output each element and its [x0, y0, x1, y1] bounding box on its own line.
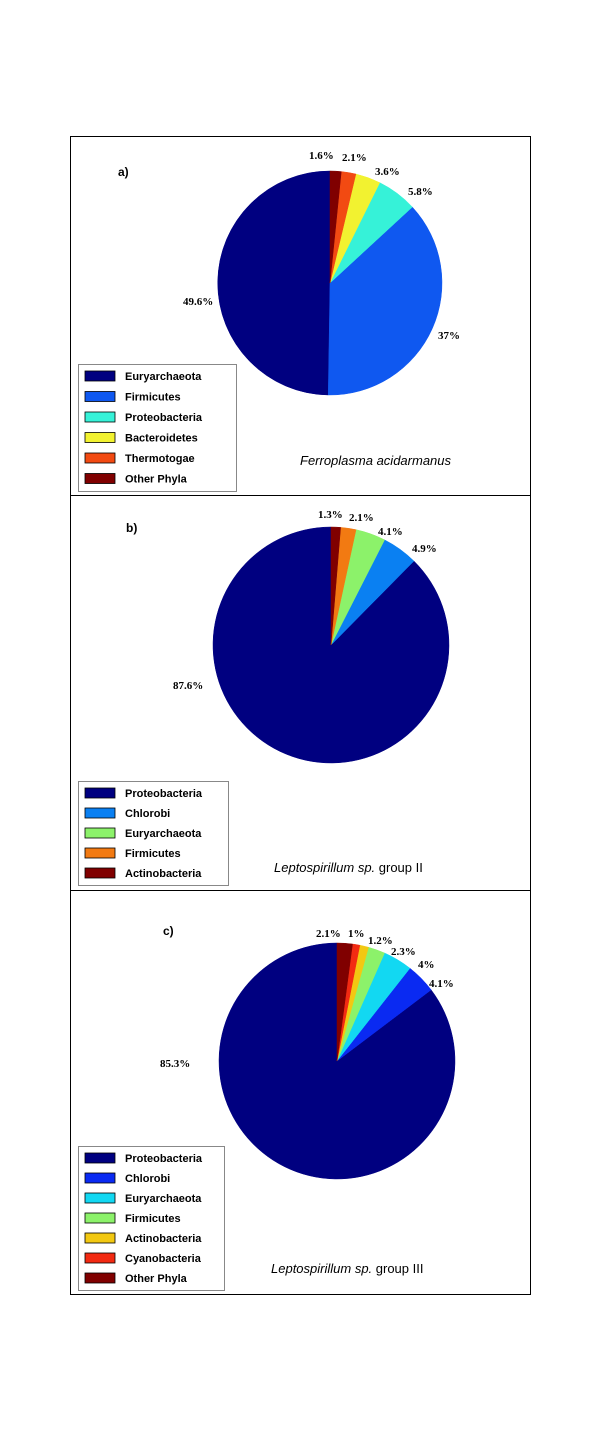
pie-label: 1.3% — [318, 509, 343, 521]
caption-rest: group III — [372, 1261, 423, 1276]
pie-slice-euryarchaeota — [217, 170, 331, 396]
legend-swatch — [84, 847, 116, 859]
caption-italic: Leptospirillum sp. — [271, 1261, 372, 1276]
legend-label: Proteobacteria — [125, 412, 203, 424]
panel-letter: b) — [126, 521, 137, 535]
legend: Euryarchaeota Firmicutes Proteobacteria Bac… — [78, 364, 237, 492]
pie-label: 2.1% — [342, 152, 367, 164]
legend-label: Euryarchaeota — [125, 371, 202, 383]
pie-label: 4.9% — [412, 543, 437, 555]
legend-swatch — [84, 1232, 116, 1244]
caption: Ferroplasma acidarmanus — [300, 453, 452, 468]
legend-label: Euryarchaeota — [125, 828, 202, 840]
caption-rest: group II — [375, 860, 423, 875]
legend: Proteobacteria Chlorobi Euryarchaeota Firmi… — [78, 781, 229, 886]
pie-label: 87.6% — [173, 680, 203, 692]
pie-slices — [218, 942, 456, 1180]
legend-swatch — [84, 391, 116, 402]
legend-label: Actinobacteria — [125, 868, 202, 880]
legend-box — [78, 364, 237, 492]
pie-label: 85.3% — [160, 1058, 190, 1070]
pie-label: 1.6% — [309, 150, 334, 162]
legend-label: Firmicutes — [125, 1213, 181, 1225]
panel-b: 87.6% 4.9% 4.1% 2.1% 1.3% b) Proteobacteria C… — [78, 509, 450, 886]
pie-labels: 87.6% 4.9% 4.1% 2.1% 1.3% — [173, 509, 437, 692]
legend-swatch — [84, 1272, 116, 1284]
pie-label: 4% — [418, 959, 435, 971]
legend: Proteobacteria Chlorobi Euryarchaeota Firmi… — [78, 1146, 225, 1291]
legend-swatch — [84, 787, 116, 799]
legend-swatch — [84, 370, 116, 382]
pie-slice-actinobacteria — [330, 526, 341, 646]
caption: Leptospirillum sp. group II — [274, 860, 423, 875]
pie-slice-other-phyla — [336, 942, 353, 1062]
pie-label: 5.8% — [408, 186, 433, 198]
caption-italic: Leptospirillum sp. — [274, 860, 375, 875]
legend-label: Cyanobacteria — [125, 1253, 202, 1265]
pie-label: 4.1% — [378, 526, 403, 538]
legend-label: Proteobacteria — [125, 788, 203, 800]
panel-letter: c) — [163, 924, 174, 938]
legend-swatch — [84, 473, 116, 484]
panel-a: 49.6% 37% 5.8% 3.6% 2.1% 1.6% a) Euryarchaeot… — [78, 150, 460, 492]
legend-label: Actinobacteria — [125, 1233, 202, 1245]
legend-label: Chlorobi — [125, 808, 170, 820]
legend-swatch — [84, 411, 116, 423]
legend-label: Other Phyla — [125, 1273, 188, 1285]
pie-label: 4.1% — [429, 978, 454, 990]
legend-label: Proteobacteria — [125, 1153, 203, 1165]
legend-swatch — [84, 807, 116, 819]
legend-swatch — [84, 1252, 116, 1264]
legend-label: Bacteroidetes — [125, 433, 198, 445]
legend-swatch — [84, 1192, 116, 1204]
pie-label: 3.6% — [375, 166, 400, 178]
pie-labels: 85.3% 4.1% 4%2.3%1.2%1% 2.1% — [160, 928, 454, 1070]
pie-slice-other-phyla — [329, 170, 342, 284]
legend-label: Euryarchaeota — [125, 1193, 202, 1205]
pie-slices — [217, 170, 443, 396]
legend-label: Thermotogae — [125, 453, 195, 465]
caption-italic: Ferroplasma acidarmanus — [300, 453, 452, 468]
pie-label: 49.6% — [183, 296, 213, 308]
pie-label: 1.2% — [368, 935, 393, 947]
pie-label: 37% — [438, 330, 460, 342]
legend-swatch — [84, 1152, 116, 1164]
legend-swatch — [84, 827, 116, 839]
legend-label: Firmicutes — [125, 848, 181, 860]
pie-label: 1% — [348, 928, 365, 940]
legend-label: Chlorobi — [125, 1173, 170, 1185]
legend-label: Firmicutes — [125, 392, 181, 404]
legend-swatch — [84, 432, 116, 443]
legend-swatch — [84, 452, 116, 464]
pie-slices — [212, 526, 450, 764]
pie-labels: 49.6% 37% 5.8% 3.6% 2.1% 1.6% — [183, 150, 460, 342]
pie-label: 2.1% — [316, 928, 341, 940]
legend-swatch — [84, 1172, 116, 1184]
legend-label: Other Phyla — [125, 474, 188, 486]
pie-label: 2.1% — [349, 512, 374, 524]
caption: Leptospirillum sp. group III — [271, 1261, 423, 1276]
legend-swatch — [84, 867, 116, 879]
legend-swatch — [84, 1212, 116, 1224]
panel-c: 85.3% 4.1% 4%2.3%1.2%1% 2.1% c) Proteobacte… — [78, 924, 456, 1291]
pie-label: 2.3% — [391, 946, 416, 958]
panel-letter: a) — [118, 165, 129, 179]
pie-slice-firmicutes — [327, 206, 443, 396]
